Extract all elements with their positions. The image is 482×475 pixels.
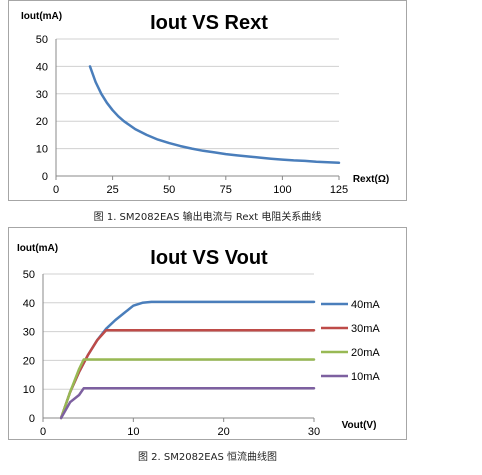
- legend-label: 30mA: [351, 323, 380, 335]
- series-line-10mA: [59, 387, 316, 420]
- y-tick-label: 10: [23, 384, 35, 396]
- y-tick-label: 40: [36, 61, 48, 73]
- y-tick-label: 20: [36, 116, 48, 128]
- y-tick-label: 0: [42, 171, 48, 183]
- series-line-20mA: [59, 358, 316, 420]
- chart-svg: 0 10 20 30 40 50 0 25 50 75 100 125 Iout VS Rext Iout…: [21, 11, 389, 196]
- x-tick-label: 30: [308, 426, 320, 438]
- y-tick-label: 0: [29, 413, 35, 425]
- x-tick-label: 75: [220, 184, 232, 196]
- x-tick-label: 125: [330, 184, 348, 196]
- x-tick-label: 0: [53, 184, 59, 196]
- y-tick-label: 50: [23, 269, 35, 281]
- chart-title: Iout VS Vout: [150, 247, 268, 269]
- chart-iout-vs-rext: 0 10 20 30 40 50 0 25 50 75 100 125 Iout VS Rext Iout…: [8, 0, 407, 201]
- legend-label: 40mA: [351, 299, 380, 311]
- x-tick-label: 100: [273, 184, 291, 196]
- figure-2-caption: 图 2. SM2082EAS 恒流曲线图: [137, 452, 277, 463]
- chart-iout-vs-vout: 0 10 20 30 40 50 0 10 20 30 Iout VS Vout Iout(mA) Vo…: [8, 227, 407, 440]
- y-axis-label: Iout(mA): [17, 243, 58, 254]
- x-tick-label: 0: [40, 426, 46, 438]
- y-tick-label: 20: [23, 355, 35, 367]
- y-axis-label: Iout(mA): [21, 11, 62, 22]
- y-tick-label: 10: [36, 144, 48, 156]
- chart-title: Iout VS Rext: [150, 12, 268, 34]
- x-axis-label: Vout(V): [342, 420, 377, 431]
- x-tick-label: 50: [163, 184, 175, 196]
- y-tick-label: 50: [36, 34, 48, 46]
- x-tick-label: 20: [218, 426, 230, 438]
- x-tick-label: 25: [106, 184, 118, 196]
- legend-label: 10mA: [351, 371, 380, 383]
- x-tick-label: 10: [127, 426, 139, 438]
- x-axis-label: Rext(Ω): [353, 174, 389, 185]
- y-tick-label: 30: [23, 327, 35, 339]
- y-tick-label: 40: [23, 298, 35, 310]
- figure-1-caption: 图 1. SM2082EAS 输出电流与 Rext 电阻关系曲线: [93, 212, 322, 223]
- series-line-30mA: [59, 328, 316, 420]
- chart-svg: 0 10 20 30 40 50 0 10 20 30 Iout VS Vout Iout(mA) Vo…: [17, 243, 380, 438]
- y-tick-label: 30: [36, 89, 48, 101]
- series-line: [88, 65, 341, 165]
- legend-label: 20mA: [351, 347, 380, 359]
